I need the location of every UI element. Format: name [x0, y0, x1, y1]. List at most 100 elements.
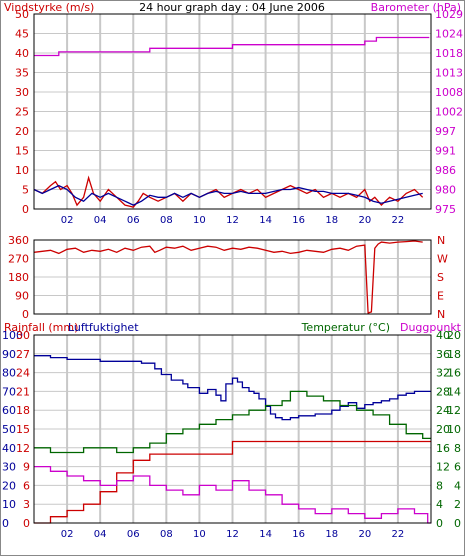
- humidity-tick-label: 0: [2, 517, 9, 530]
- humidity-tick-label: 20: [2, 479, 16, 492]
- x-tick-label: 14: [259, 215, 272, 226]
- compass-label: E: [437, 290, 444, 303]
- x-tick-label: 18: [325, 529, 338, 540]
- pressure-tick-label: 986: [435, 164, 456, 177]
- rain-tick-label: 21: [16, 385, 30, 398]
- x-tick-label: 04: [94, 215, 107, 226]
- pressure-tick-label: 975: [435, 203, 456, 216]
- pressure-tick-label: 1013: [435, 67, 463, 80]
- humidity-tick-label: 60: [2, 404, 16, 417]
- x-tick-label: 20: [358, 215, 371, 226]
- x-tick-label: 02: [61, 529, 74, 540]
- direction-tick-label: 180: [8, 271, 29, 284]
- humidity-tick-label: 50: [2, 423, 16, 436]
- temperature-tick-label: 4: [436, 498, 443, 511]
- temperature-tick-label: 0: [436, 517, 443, 530]
- rain-tick-label: 12: [16, 442, 30, 455]
- wind-speed-series: [33, 184, 423, 206]
- dewpoint-axis-label: Duggpunkt: [400, 321, 462, 334]
- wind-tick-label: 0: [22, 203, 29, 216]
- rain-tick-label: 0: [23, 517, 30, 530]
- humidity-tick-label: 40: [2, 442, 16, 455]
- wind-tick-label: 25: [15, 106, 29, 119]
- rain-tick-label: 9: [23, 461, 30, 474]
- x-tick-label: 04: [94, 529, 107, 540]
- humidity-tick-label: 90: [2, 348, 16, 361]
- humidity-tick-label: 70: [2, 385, 16, 398]
- frame-layer: [33, 13, 432, 524]
- temperature-tick-label-alt: 20: [447, 329, 461, 342]
- panel-frame-2: [33, 239, 432, 315]
- temperature-tick-label-alt: 4: [454, 479, 461, 492]
- pressure-tick-label: 980: [435, 184, 456, 197]
- humidity-tick-label: 100: [2, 329, 23, 342]
- rain-axis-label: Rainfall (mm): [4, 321, 78, 334]
- x-tick-label: 08: [160, 529, 173, 540]
- pressure-tick-label: 1024: [435, 28, 463, 41]
- wind-direction-series: [33, 240, 423, 314]
- wind-tick-label: 40: [15, 47, 29, 60]
- wind-tick-label: 45: [15, 28, 29, 41]
- temperature-tick-label-alt: 10: [447, 423, 461, 436]
- x-tick-label: 22: [392, 215, 405, 226]
- rain-tick-label: 18: [16, 404, 30, 417]
- wind-axis-label: Vindstyrke (m/s): [4, 1, 94, 14]
- temperature-tick-label: 8: [436, 479, 443, 492]
- pressure-tick-label: 991: [435, 145, 456, 158]
- temperature-tick-label-alt: 12: [447, 404, 461, 417]
- compass-label: N: [437, 308, 445, 321]
- pressure-tick-label: 1002: [435, 106, 463, 119]
- panel-frame-3: [33, 334, 432, 524]
- panel-frame-1: [33, 13, 432, 210]
- pressure-tick-label: 1029: [435, 8, 463, 21]
- pressure-tick-label: 997: [435, 125, 456, 138]
- humidity-tick-label: 10: [2, 498, 16, 511]
- wind-tick-label: 10: [15, 164, 29, 177]
- x-tick-label: 14: [259, 529, 272, 540]
- temperature-tick-label-alt: 18: [447, 348, 461, 361]
- x-tick-label: 10: [193, 215, 206, 226]
- temperature-tick-label: 36: [436, 348, 450, 361]
- rain-tick-label: 15: [16, 423, 30, 436]
- pressure-axis-label: Barometer (hPa): [371, 1, 461, 14]
- rain-tick-label: 27: [16, 348, 30, 361]
- x-tick-label: 10: [193, 529, 206, 540]
- x-tick-label: 22: [392, 529, 405, 540]
- temperature-tick-label: 40: [436, 329, 450, 342]
- temperature-tick-label: 32: [436, 367, 450, 380]
- temperature-tick-label-alt: 16: [447, 367, 461, 380]
- x-tick-label: 18: [325, 215, 338, 226]
- pressure-tick-label: 1008: [435, 86, 463, 99]
- x-tick-label: 12: [226, 529, 239, 540]
- temperature-tick-label: 28: [436, 385, 450, 398]
- direction-tick-label: 90: [15, 290, 29, 303]
- wind-tick-label: 35: [15, 67, 29, 80]
- x-tick-label: 12: [226, 215, 239, 226]
- x-tick-label: 20: [358, 529, 371, 540]
- rain-tick-label: 30: [16, 329, 30, 342]
- humidity-series: [34, 355, 431, 421]
- wind-tick-label: 5: [22, 184, 29, 197]
- wind-tick-label: 30: [15, 86, 29, 99]
- humidity-axis-label: Luftfuktighet: [68, 321, 139, 334]
- direction-tick-label: 360: [8, 234, 29, 247]
- rain-tick-label: 24: [16, 367, 30, 380]
- compass-label: N: [437, 234, 445, 247]
- rainfall-series: [34, 440, 431, 524]
- humidity-tick-label: 80: [2, 367, 16, 380]
- dewpoint-series: [34, 465, 431, 524]
- x-tick-label: 06: [127, 215, 140, 226]
- temperature-tick-label-alt: 0: [454, 517, 461, 530]
- humidity-tick-label: 30: [2, 461, 16, 474]
- compass-label: W: [437, 253, 448, 266]
- rain-tick-label: 6: [23, 479, 30, 492]
- barometer-series: [34, 36, 430, 57]
- direction-tick-label: 270: [8, 253, 29, 266]
- rain-tick-label: 3: [23, 498, 30, 511]
- temperature-tick-label: 20: [436, 423, 450, 436]
- temperature-tick-label-alt: 14: [447, 385, 461, 398]
- temperature-axis-label: Temperatur (°C): [301, 321, 390, 334]
- x-tick-label: 16: [292, 215, 305, 226]
